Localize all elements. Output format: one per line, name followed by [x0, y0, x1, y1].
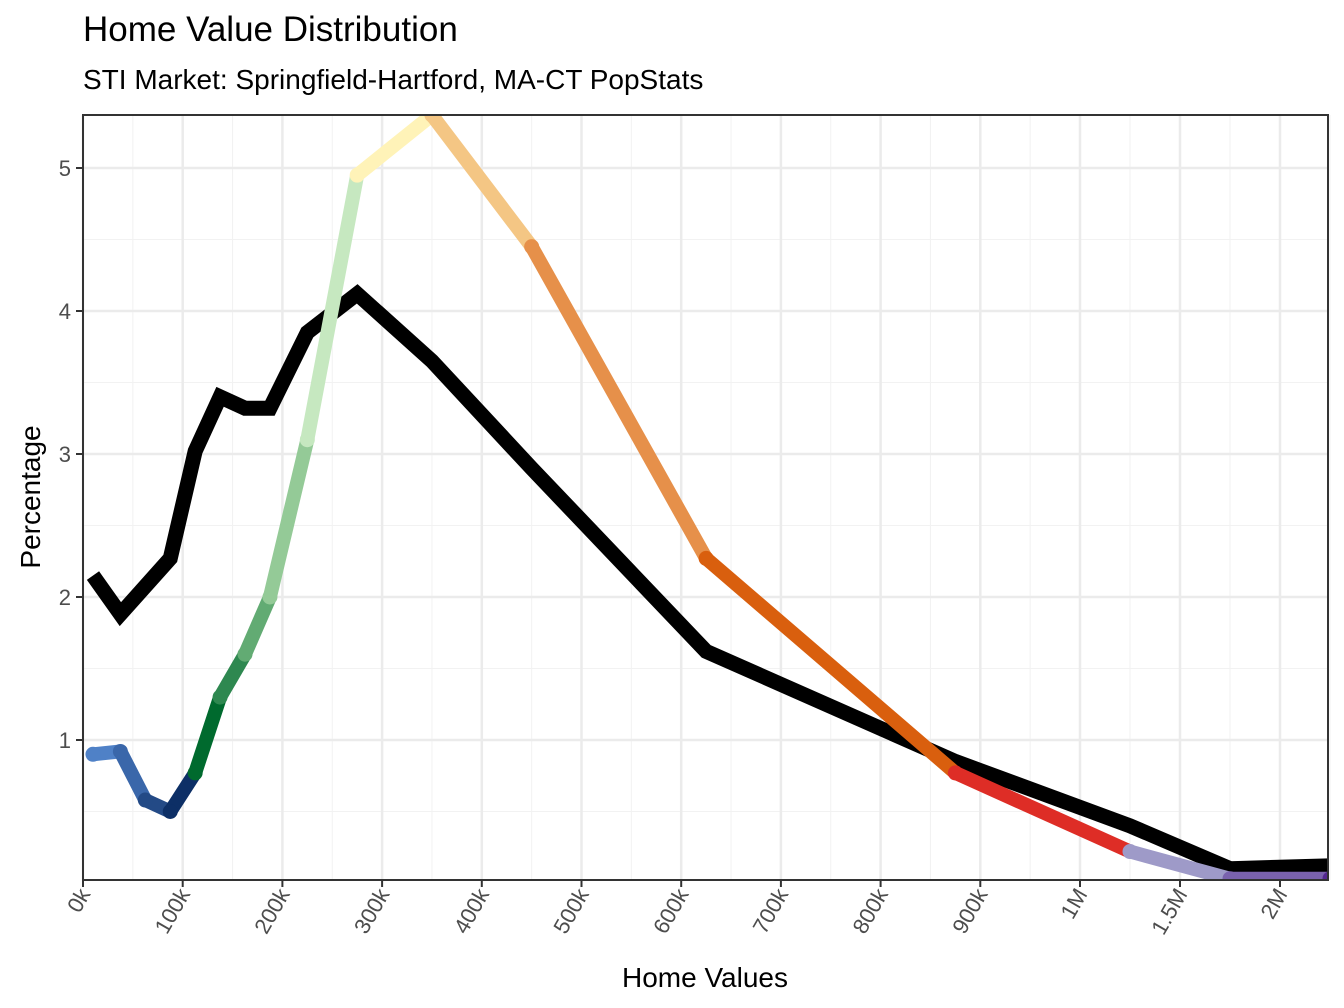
x-tick-label: 700k [748, 883, 794, 938]
y-tick-label: 5 [59, 156, 71, 181]
x-tick-label: 600k [648, 883, 694, 938]
data-point [262, 589, 278, 605]
chart-subtitle: STI Market: Springfield-Hartford, MA-CT … [83, 64, 704, 95]
x-tick-label: 1M [1055, 884, 1092, 923]
series-segment [213, 647, 253, 705]
series-segment [188, 690, 228, 780]
series-segment [524, 239, 714, 566]
data-point [187, 765, 203, 781]
data-point [1222, 871, 1238, 880]
x-tick-label: 0k [62, 883, 96, 916]
series-segment [1123, 844, 1237, 880]
y-tick-label: 1 [59, 728, 71, 753]
x-tick-label: 200k [249, 883, 295, 938]
data-point [349, 167, 365, 183]
data-point [299, 432, 315, 448]
x-tick-label: 500k [548, 883, 594, 938]
y-tick-label: 4 [59, 299, 71, 324]
x-tick-label: 900k [947, 883, 993, 938]
y-tick-label: 2 [59, 585, 71, 610]
plot-border [82, 114, 1329, 881]
data-point [424, 115, 440, 123]
data-point [162, 804, 178, 819]
x-tick-label: 800k [847, 883, 893, 938]
x-tick-label: 400k [449, 883, 495, 938]
data-point [137, 792, 153, 808]
data-point [1122, 844, 1138, 860]
series-segment [424, 115, 539, 254]
data-point [947, 765, 963, 781]
data-point [85, 746, 101, 762]
data-point [112, 743, 128, 759]
series-segment [113, 744, 153, 808]
data-point [698, 550, 714, 566]
x-axis-label: Home Values [622, 962, 788, 993]
x-tick-label: 1.5M [1146, 884, 1192, 939]
x-tick-label: 300k [349, 883, 395, 938]
chart-title: Home Value Distribution [83, 10, 458, 49]
data-point [237, 646, 253, 662]
x-tick-label: 100k [150, 883, 196, 938]
series-segment [238, 590, 277, 662]
series-segment [163, 765, 203, 819]
series-segment [948, 765, 1137, 859]
series-segment [350, 115, 439, 183]
y-axis-label: Percentage [15, 425, 46, 568]
data-point [1322, 871, 1328, 880]
data-point [524, 239, 540, 255]
series-segment [262, 432, 315, 604]
data-point [212, 689, 228, 705]
series-segment [699, 551, 963, 780]
x-tick-label: 2M [1255, 884, 1292, 923]
y-tick-label: 3 [59, 442, 71, 467]
series-segment [300, 168, 365, 447]
